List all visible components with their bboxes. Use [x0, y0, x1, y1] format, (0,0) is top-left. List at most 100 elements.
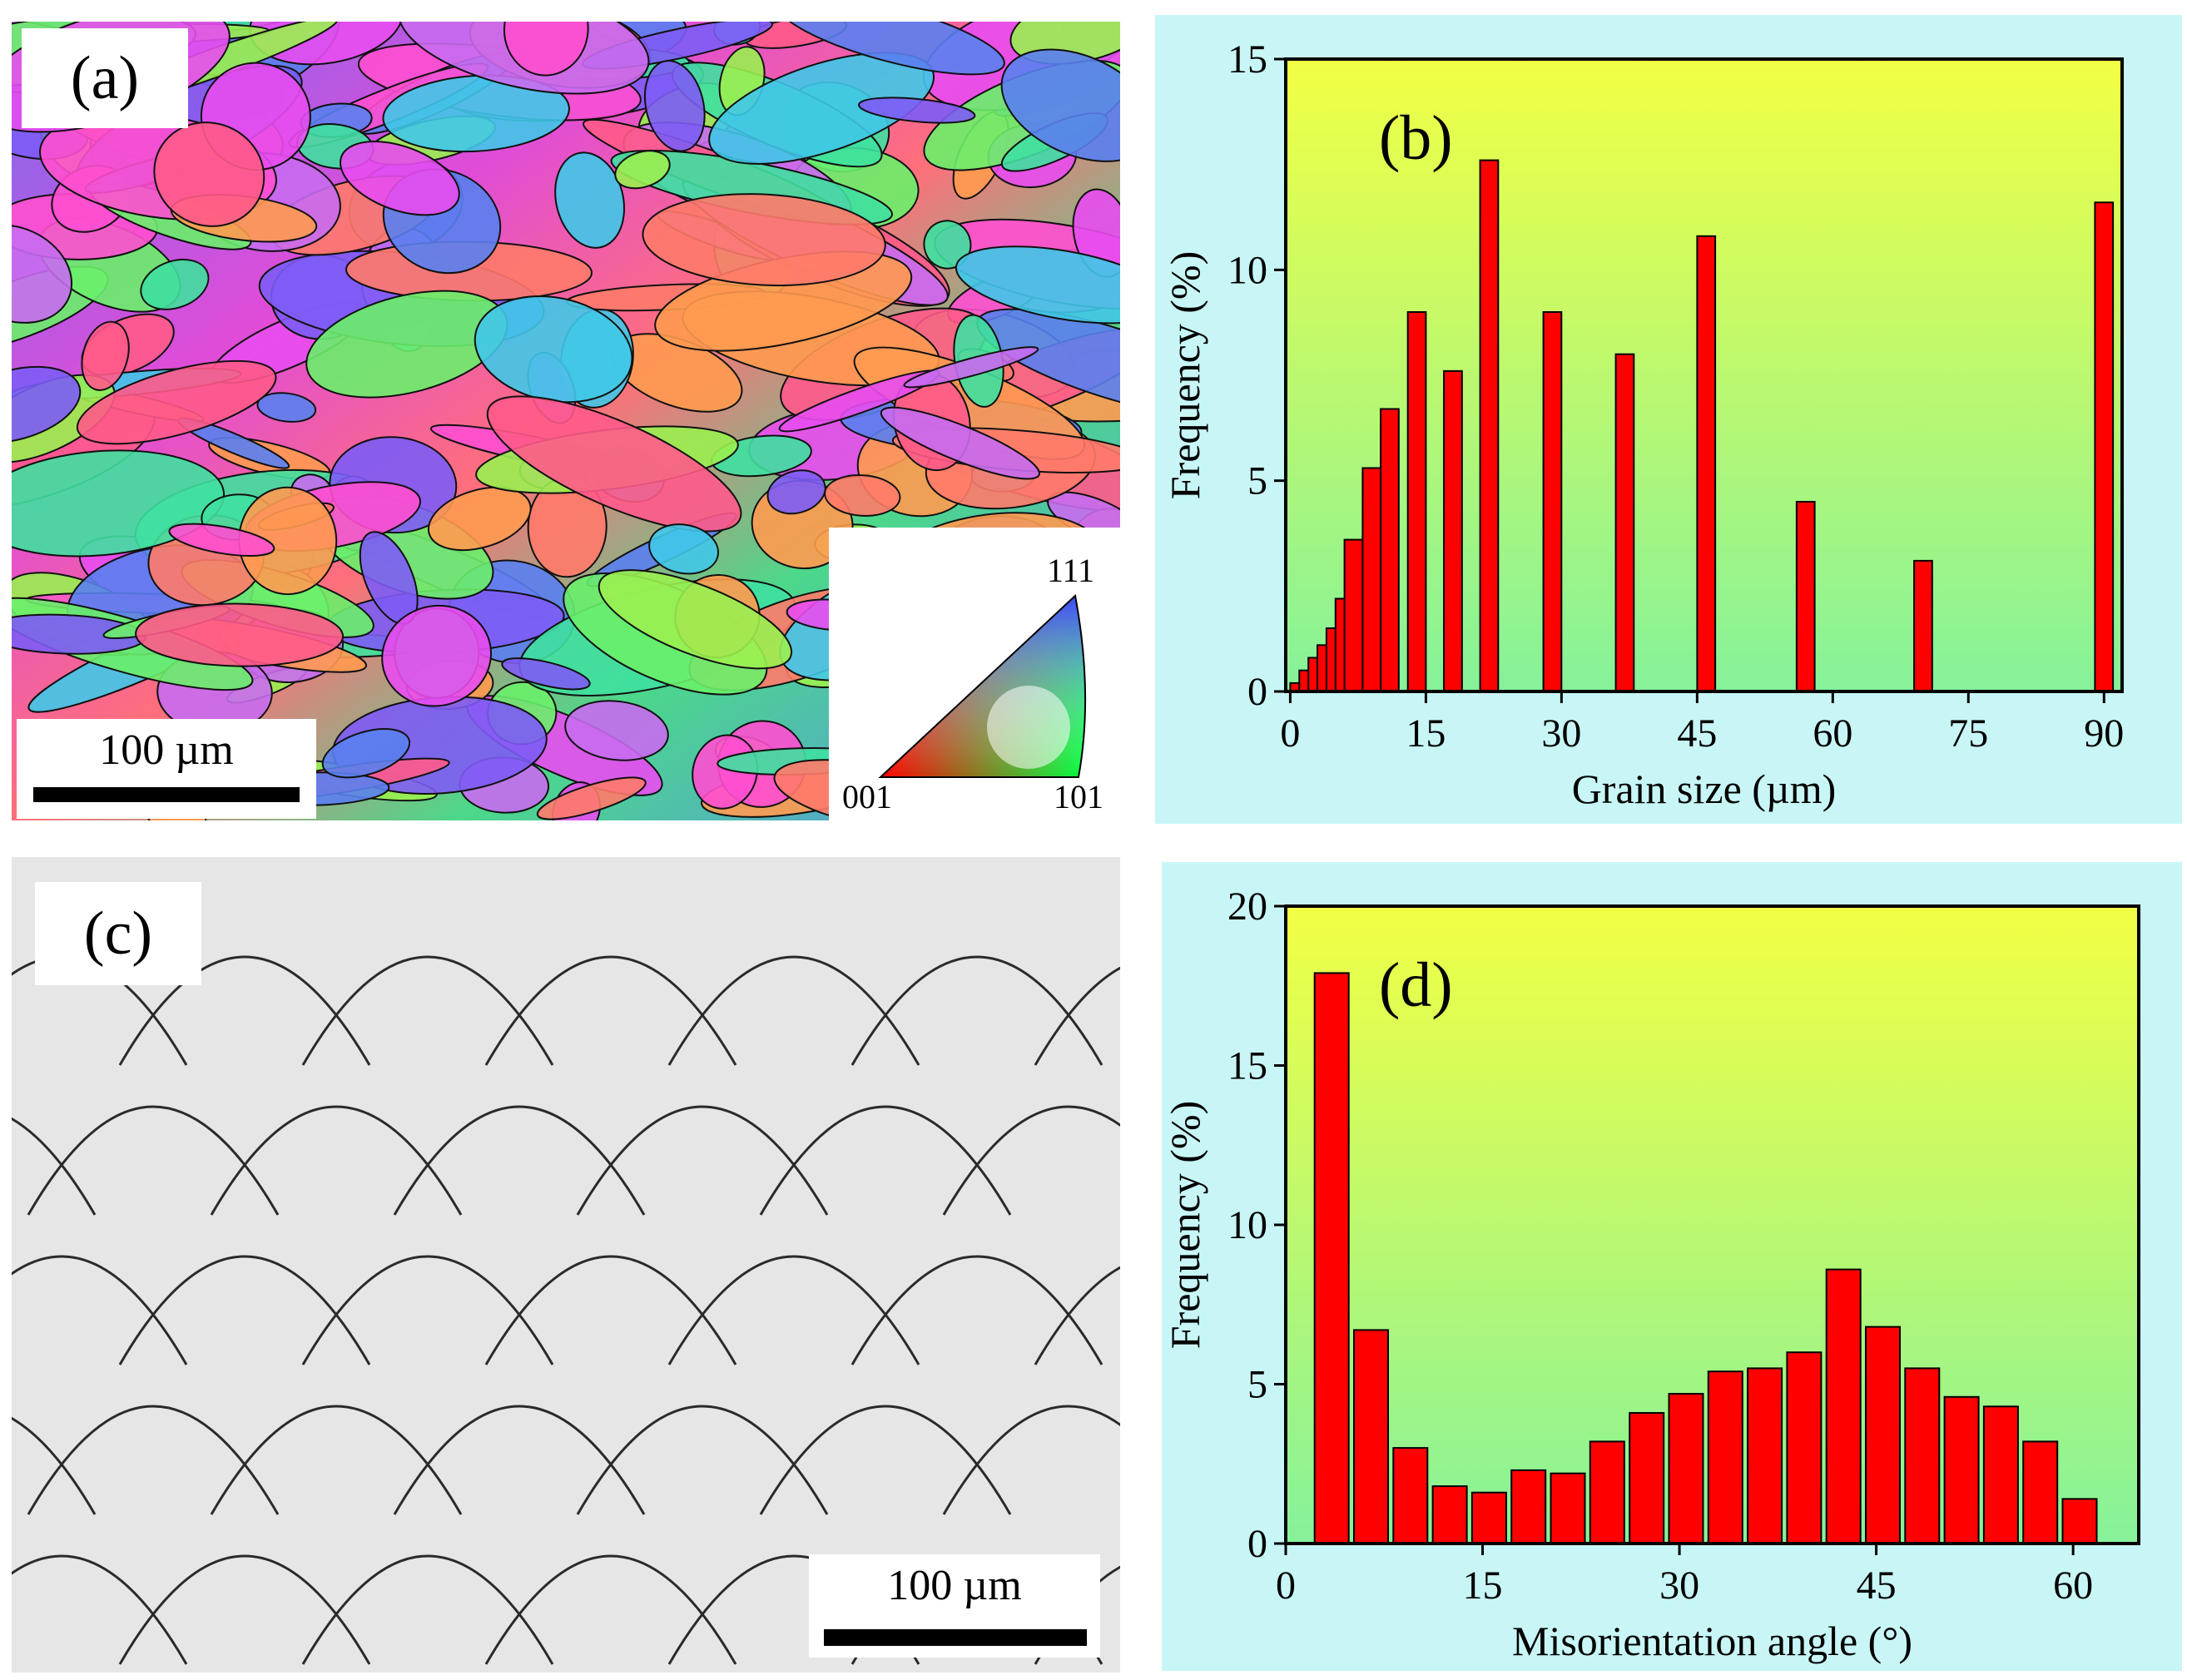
bar: [1943, 1395, 1980, 1544]
ebsd-grain: [1000, 48, 1120, 162]
bar: [1542, 311, 1563, 692]
bar: [1795, 501, 1816, 692]
micrograph-image: [12, 857, 1120, 1673]
y-tick-label: 15: [1227, 37, 1267, 82]
x-tick-label: 0: [1280, 711, 1300, 756]
bar: [1380, 408, 1400, 692]
bar: [1707, 1370, 1743, 1545]
panel-a-scalebar-text: 100 µm: [99, 726, 234, 774]
panel-label: (b): [1379, 103, 1453, 173]
y-tick-label: 0: [1247, 1522, 1267, 1566]
y-tick-label: 5: [1247, 459, 1267, 503]
melt-pool-boundary: [576, 1105, 829, 1216]
melt-pool-boundary: [850, 955, 1103, 1066]
ebsd-grain: [135, 602, 345, 667]
ebsd-grain: [381, 604, 493, 707]
y-axis-label: Frequency (%): [1162, 1101, 1208, 1350]
panel-d-background: 0 15 30 45 60 0 5 10 15 20 Misorientation angle (°…: [1162, 862, 2182, 1671]
ebsd-grain: [766, 469, 826, 515]
bar: [2022, 1440, 2059, 1545]
bar: [1747, 1367, 1783, 1545]
bar: [1510, 1469, 1547, 1545]
ipf-triangle: [878, 594, 1087, 778]
bar: [1589, 1440, 1625, 1545]
ebsd-grain: [824, 474, 901, 517]
y-tick-label: 15: [1227, 1044, 1267, 1088]
ebsd-grain: [501, 657, 591, 691]
x-axis-label: Misorientation angle (°): [1512, 1618, 1912, 1664]
melt-pool-boundary: [759, 1105, 1012, 1216]
melt-pool-boundary: [210, 1405, 463, 1515]
bar: [1392, 1447, 1429, 1544]
ipf-key: 111 001 101: [829, 528, 1120, 820]
ebsd-grain: [554, 151, 626, 249]
ebsd-grain: [955, 245, 1120, 325]
ebsd-grain: [503, 22, 589, 77]
bar: [1406, 311, 1427, 692]
bar: [1865, 1326, 1901, 1544]
melt-pool-boundary: [484, 955, 737, 1066]
ebsd-grain: [644, 60, 706, 152]
ebsd-grain: [564, 700, 669, 761]
ebsd-grain: [321, 728, 411, 779]
ebsd-grain: [903, 346, 1039, 389]
plot-frame: [1284, 57, 2124, 693]
ebsd-grain: [880, 406, 1040, 480]
panel-c-micrograph: (c) 100 µm: [12, 857, 1120, 1673]
melt-pool-boundary: [942, 1105, 1120, 1216]
melt-pool-boundary: [27, 1105, 280, 1216]
x-tick-label: 30: [1659, 1564, 1699, 1608]
y-tick-label: 5: [1247, 1363, 1267, 1407]
ebsd-grain: [76, 359, 277, 445]
bar: [1696, 235, 1717, 692]
ebsd-grain: [140, 258, 210, 310]
bar: [1614, 353, 1635, 692]
ebsd-grain: [614, 150, 671, 190]
bar: [1904, 1367, 1941, 1545]
melt-pool-boundary: [484, 1554, 737, 1665]
bar: [1550, 1472, 1586, 1545]
panel-b-background: 0 15 30 45 60 75 90 0 5 10 15 Grain size (µm) Freque…: [1155, 15, 2182, 824]
bar: [1353, 1329, 1389, 1545]
y-tick-label: 20: [1227, 885, 1267, 929]
panel-c-scalebar-text: 100 µm: [887, 1562, 1022, 1609]
melt-pool-boundary: [393, 1105, 646, 1216]
bar: [1629, 1412, 1665, 1544]
ebsd-grain: [382, 74, 570, 153]
bar: [1825, 1268, 1862, 1544]
panel-a-scalebar: [33, 787, 300, 802]
y-tick-label: 10: [1227, 248, 1267, 292]
panel-c-scalebar: [824, 1629, 1087, 1646]
ebsd-grain: [642, 193, 886, 287]
melt-pool-boundary: [942, 1405, 1120, 1515]
x-tick-label: 30: [1541, 711, 1581, 756]
ebsd-grain: [168, 523, 275, 558]
melt-pool-boundary: [12, 1416, 97, 1515]
ipf-label-101: 101: [1054, 778, 1103, 815]
y-axis-label: Frequency (%): [1162, 251, 1208, 500]
panel-a-ebsd-map: (a) 100 µm 111 001 101: [12, 22, 1120, 820]
ebsd-grain: [153, 121, 265, 227]
ebsd-grain: [256, 392, 317, 423]
ebsd-grain: [536, 776, 647, 820]
bar: [1786, 1351, 1822, 1545]
y-tick-label: 0: [1247, 670, 1267, 714]
melt-pool-boundary: [484, 1255, 737, 1365]
ebsd-grain: [427, 486, 532, 552]
melt-pool-boundary: [576, 1405, 829, 1515]
ebsd-grain: [12, 224, 73, 324]
bar: [1470, 1491, 1507, 1545]
x-tick-label: 15: [1463, 1564, 1503, 1608]
ebsd-grain: [598, 569, 793, 670]
x-axis-label: Grain size (µm): [1572, 766, 1837, 812]
bar: [2094, 201, 2115, 693]
melt-pool-boundary: [118, 955, 371, 1066]
bar: [1913, 559, 1933, 693]
melt-pool-boundary: [301, 955, 554, 1066]
ipf-label-111: 111: [1047, 552, 1095, 589]
melt-pool-boundary: [301, 1554, 554, 1665]
bar: [1361, 467, 1382, 692]
melt-pool-boundary: [12, 1554, 188, 1665]
melt-pool-boundary: [667, 955, 920, 1066]
bar: [2061, 1498, 2098, 1545]
